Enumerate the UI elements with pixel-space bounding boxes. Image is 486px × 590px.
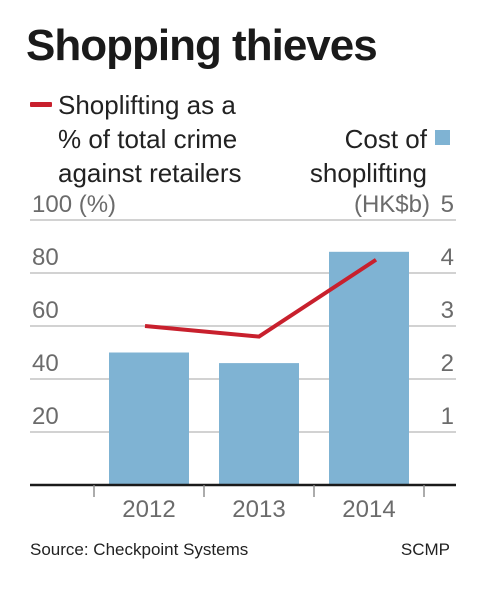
right-tick-label: 2: [441, 350, 454, 377]
left-tick-label: 100 (%): [32, 191, 116, 218]
source-note: Source: Checkpoint Systems: [30, 540, 249, 559]
left-tick-label: 20: [32, 403, 59, 430]
legend-bar-swatch: [435, 130, 450, 145]
chart-plot: 20 40 60 80 100 (%) 1 2 3 4 5 (HK$b) 2012 2013 2014: [30, 191, 456, 523]
right-tick-label: 3: [441, 297, 454, 324]
left-tick-label: 60: [32, 297, 59, 324]
chart-title: Shopping thieves: [26, 21, 378, 70]
legend-bar-entry: Cost of shoplifting: [310, 122, 450, 190]
x-tick-label: 2013: [232, 496, 285, 523]
legend-line-swatch: [30, 102, 52, 107]
x-tick-label: 2014: [342, 496, 395, 523]
legend-bar-label: Cost of shoplifting: [309, 124, 427, 188]
x-tick-label: 2012: [122, 496, 175, 523]
credit-note: SCMP: [400, 540, 450, 559]
right-tick-label: 5: [441, 191, 454, 218]
left-tick-label: 40: [32, 350, 59, 377]
left-tick-label: 80: [32, 244, 59, 271]
right-tick-label: 1: [441, 403, 454, 430]
right-tick-label: 4: [441, 244, 454, 271]
bar-2012: [109, 352, 189, 485]
legend-line-entry: Shoplifting as a % of total crime agains…: [30, 88, 242, 190]
bar-2013: [219, 363, 299, 485]
bar-2014: [329, 251, 409, 485]
legend-line-label: Shoplifting as a % of total crime agains…: [58, 90, 242, 188]
right-axis-unit: (HK$b): [354, 191, 430, 218]
